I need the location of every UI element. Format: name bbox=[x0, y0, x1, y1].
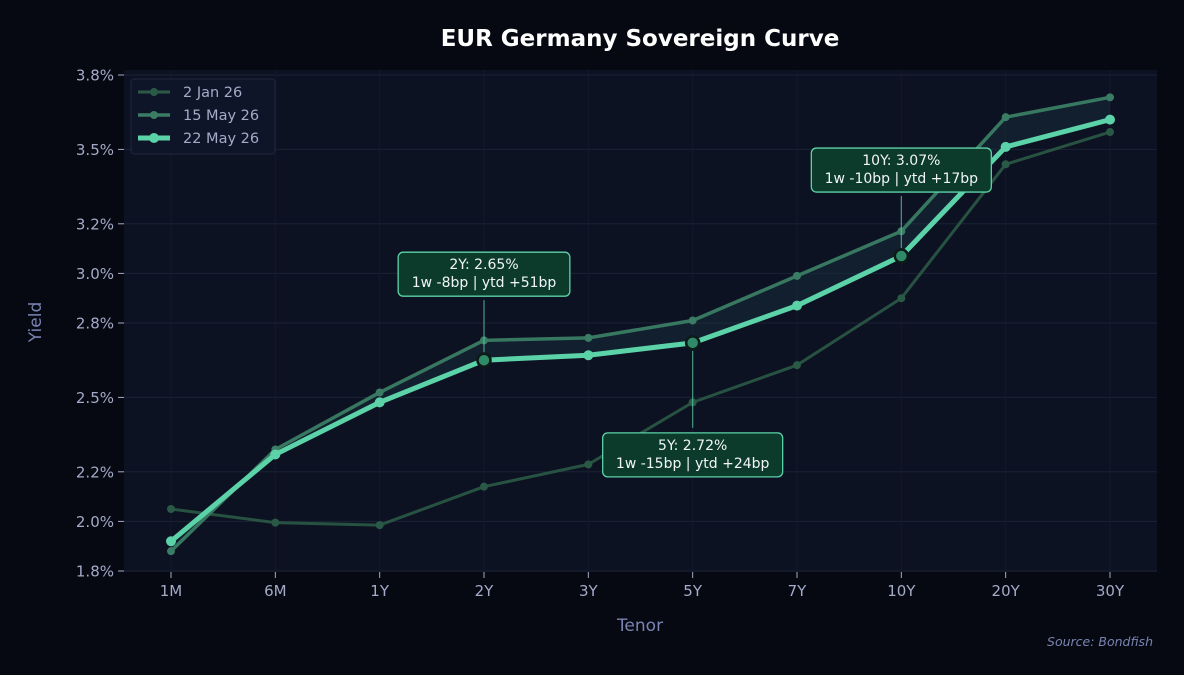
data-point bbox=[1001, 160, 1010, 169]
x-tick-label: 7Y bbox=[788, 582, 808, 600]
data-point bbox=[1106, 128, 1114, 137]
annotations: 2Y: 2.65% 1w -8bp | ytd +51bp 5Y: 2.72% 1w … bbox=[397, 147, 992, 478]
data-point bbox=[688, 316, 697, 325]
data-point bbox=[375, 521, 384, 530]
x-tick-label: 6M bbox=[264, 582, 287, 600]
annotation-line2: 1w -15bp | ytd +24bp bbox=[616, 456, 770, 472]
chart-title: EUR Germany Sovereign Curve bbox=[441, 26, 840, 52]
data-point bbox=[480, 482, 488, 491]
y-tick-label: 3.8% bbox=[76, 67, 114, 85]
annotation-line1: 5Y: 2.72% bbox=[658, 438, 727, 454]
data-point bbox=[166, 536, 176, 547]
series-line bbox=[168, 117, 1113, 544]
x-tick-label: 1M bbox=[160, 582, 183, 600]
data-point bbox=[792, 300, 802, 311]
x-tick-label: 5Y bbox=[683, 582, 703, 600]
legend-item-1: 15 May 26 bbox=[138, 108, 259, 124]
source-note: Source: Bondfish bbox=[1047, 634, 1153, 649]
y-tick-label: 2.8% bbox=[76, 315, 114, 333]
legend-box bbox=[130, 78, 276, 155]
x-axis-ticks: 1M 6M 1Y 2Y 3Y 5Y 7Y 10Y 20Y 30Y bbox=[160, 572, 1125, 600]
data-point bbox=[374, 397, 385, 408]
data-point bbox=[167, 547, 175, 556]
data-point bbox=[583, 350, 594, 361]
data-point bbox=[1105, 114, 1115, 125]
y-tick-label: 2.5% bbox=[76, 389, 114, 407]
annotation-10Y: 10Y: 3.07% 1w -10bp | ytd +17bp bbox=[810, 147, 992, 264]
annotation-5Y: 5Y: 2.72% 1w -15bp | ytd +24bp bbox=[602, 335, 784, 478]
annotation-line1: 2Y: 2.65% bbox=[449, 257, 518, 273]
x-tick-label: 2Y bbox=[475, 582, 495, 600]
y-tick-label: 2.2% bbox=[76, 463, 114, 481]
legend-swatch-marker bbox=[150, 111, 158, 119]
data-point bbox=[375, 388, 384, 397]
x-tick-label: 1Y bbox=[370, 582, 390, 600]
y-tick-label: 3.2% bbox=[76, 215, 114, 233]
data-point bbox=[1001, 113, 1010, 122]
x-tick-label: 30Y bbox=[1096, 582, 1125, 600]
annotation-marker bbox=[684, 335, 701, 351]
x-tick-label: 10Y bbox=[887, 582, 916, 600]
data-point bbox=[793, 271, 801, 280]
data-point bbox=[897, 294, 906, 303]
legend-item-0: 2 Jan 26 bbox=[138, 85, 242, 101]
annotation-marker bbox=[893, 248, 910, 264]
x-tick-label: 20Y bbox=[992, 582, 1021, 600]
y-axis-label: Yield bbox=[26, 302, 46, 343]
data-point bbox=[1106, 93, 1114, 102]
annotation-box bbox=[602, 432, 784, 478]
legend-label: 22 May 26 bbox=[183, 131, 259, 147]
x-tick-label: 3Y bbox=[579, 582, 599, 600]
annotation-line2: 1w -8bp | ytd +51bp bbox=[412, 275, 557, 291]
y-tick-label: 3.5% bbox=[76, 141, 114, 159]
annotation-box bbox=[397, 251, 571, 297]
data-point bbox=[271, 518, 280, 527]
data-point bbox=[793, 361, 801, 370]
annotation-2Y: 2Y: 2.65% 1w -8bp | ytd +51bp bbox=[397, 251, 571, 368]
annotation-line1: 10Y: 3.07% bbox=[862, 153, 940, 169]
y-tick-label: 2.0% bbox=[76, 513, 114, 531]
legend-swatch-marker bbox=[150, 88, 158, 96]
y-tick-label: 3.0% bbox=[76, 265, 114, 283]
data-point bbox=[270, 449, 281, 460]
annotation-line2: 1w -10bp | ytd +17bp bbox=[825, 171, 979, 187]
data-point bbox=[584, 460, 593, 469]
y-tick-label: 1.8% bbox=[76, 563, 114, 581]
y-axis-ticks: 1.8% 2.0% 2.2% 2.5% 2.8% 3.0% 3.2% 3.5% 3.8% bbox=[76, 67, 124, 581]
data-point bbox=[167, 505, 175, 513]
legend-item-2: 22 May 26 bbox=[138, 131, 259, 147]
legend-label: 15 May 26 bbox=[183, 108, 259, 124]
legend: 2 Jan 26 15 May 26 22 May 26 bbox=[130, 78, 276, 155]
x-axis-label: Tenor bbox=[616, 616, 663, 636]
legend-label: 2 Jan 26 bbox=[183, 85, 242, 101]
data-point bbox=[1000, 141, 1011, 152]
annotation-marker bbox=[476, 352, 492, 368]
data-point bbox=[584, 333, 593, 342]
legend-swatch-marker bbox=[149, 133, 159, 143]
annotation-box bbox=[810, 147, 992, 193]
